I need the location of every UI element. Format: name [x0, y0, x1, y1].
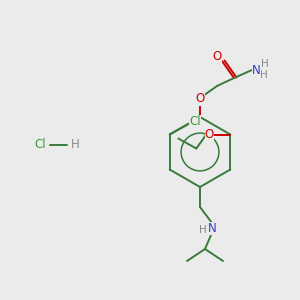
Text: Cl: Cl [189, 115, 200, 128]
Text: O: O [205, 128, 214, 141]
Text: N: N [252, 64, 260, 76]
Text: H: H [70, 139, 80, 152]
Text: O: O [195, 92, 205, 106]
Text: H: H [260, 70, 268, 80]
Text: O: O [212, 50, 222, 62]
Text: H: H [261, 59, 269, 69]
Text: Cl: Cl [34, 139, 46, 152]
Text: N: N [208, 221, 216, 235]
Text: H: H [199, 225, 207, 235]
